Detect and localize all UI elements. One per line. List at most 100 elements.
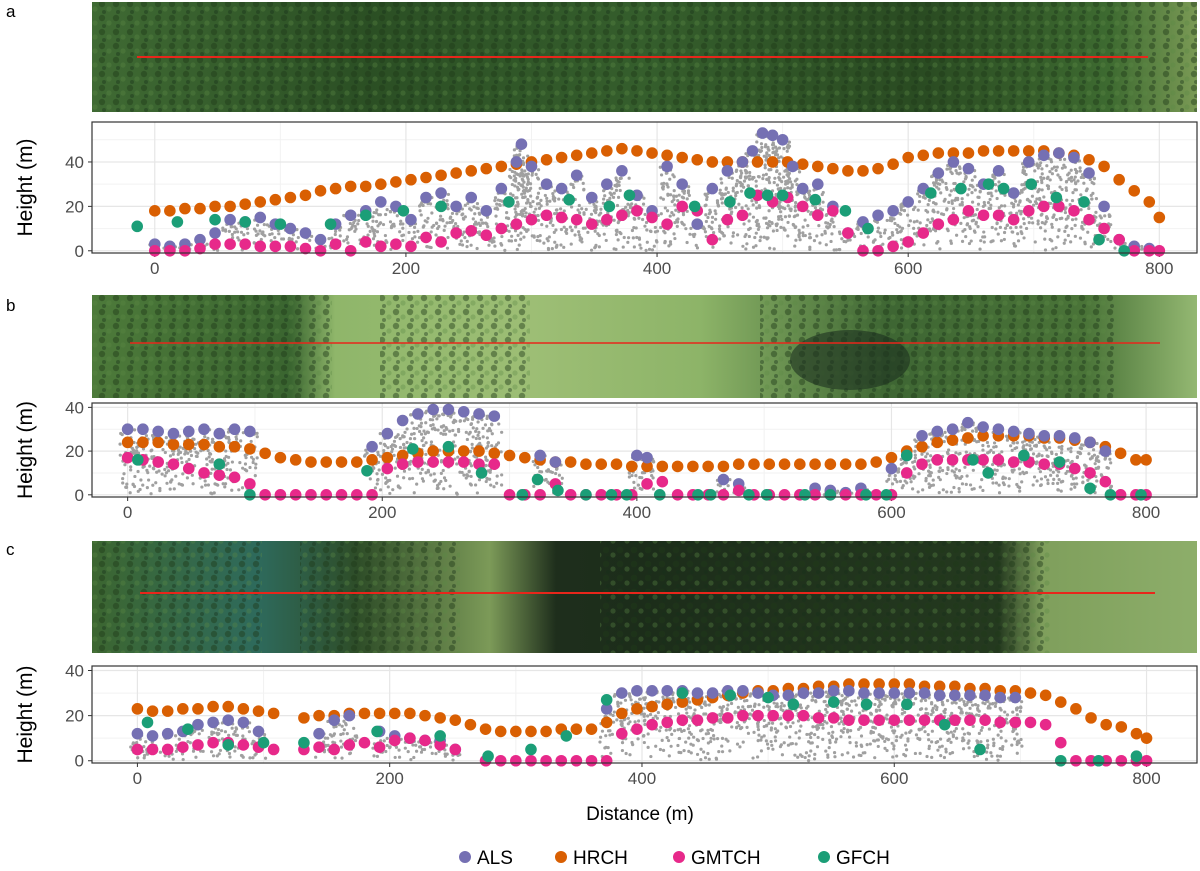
cloud-point: [230, 232, 234, 237]
cloud-point: [704, 213, 708, 217]
point-hrch: [182, 438, 195, 451]
cloud-point: [754, 200, 758, 204]
cloud-point: [538, 186, 542, 190]
cloud-point: [878, 700, 882, 704]
point-hrch: [977, 429, 989, 442]
point-gmtch: [962, 205, 975, 217]
cloud-point: [1040, 454, 1044, 458]
cloud-point: [412, 491, 416, 495]
cloud-point: [512, 148, 517, 152]
point-hrch: [661, 149, 673, 162]
cloud-point: [848, 741, 852, 745]
cloud-point: [543, 193, 547, 198]
cloud-point: [1035, 197, 1039, 201]
point-gmtch: [375, 240, 387, 253]
cloud-point: [734, 205, 738, 210]
cloud-point: [254, 229, 258, 233]
cloud-point: [1059, 451, 1064, 455]
cloud-point: [768, 224, 772, 228]
cloud-point: [818, 241, 822, 245]
cloud-point: [745, 242, 749, 246]
y-axis-label: Height (m): [14, 138, 37, 236]
cloud-point: [540, 223, 544, 227]
point-gmtch: [457, 456, 470, 468]
point-als: [631, 449, 643, 462]
cloud-point: [484, 221, 488, 225]
cloud-point: [938, 478, 942, 482]
cloud-point: [659, 225, 663, 230]
cloud-point: [495, 206, 499, 210]
cloud-point: [396, 433, 400, 437]
cloud-point: [460, 470, 464, 475]
cloud-point: [767, 209, 771, 213]
cloud-point: [687, 193, 691, 198]
cloud-point: [149, 492, 153, 496]
cloud-point: [1059, 480, 1063, 484]
cloud-point: [188, 449, 193, 453]
point-als: [381, 427, 394, 440]
cloud-point: [207, 455, 211, 459]
cloud-point: [898, 479, 903, 483]
point-hrch: [320, 456, 333, 468]
point-gfch: [1104, 489, 1117, 501]
cloud-point: [927, 482, 931, 486]
cloud-point: [1140, 247, 1144, 251]
cloud-point: [1086, 478, 1090, 482]
cloud-point: [1057, 228, 1061, 232]
cloud-point: [389, 444, 393, 449]
point-als: [450, 200, 462, 213]
cloud-point: [758, 205, 762, 210]
cloud-point: [891, 755, 895, 759]
point-gfch: [997, 182, 1010, 195]
cloud-point: [371, 219, 375, 223]
cloud-point: [764, 739, 768, 743]
cloud-point: [794, 238, 798, 242]
cloud-point: [192, 730, 196, 734]
cloud-point: [462, 473, 466, 477]
cloud-point: [889, 219, 894, 223]
cloud-point: [786, 204, 790, 208]
cloud-point: [451, 440, 456, 444]
point-als: [756, 127, 769, 139]
cloud-point: [249, 455, 254, 459]
cloud-point: [235, 230, 240, 234]
cloud-point: [945, 167, 949, 171]
cloud-point: [834, 740, 838, 744]
cloud-point: [795, 183, 799, 187]
cloud-point: [452, 224, 456, 229]
cloud-point: [868, 742, 872, 746]
cloud-point: [653, 230, 658, 234]
cloud-point: [1051, 481, 1055, 486]
cloud-point: [663, 206, 667, 210]
cloud-point: [1022, 171, 1027, 176]
cloud-point: [569, 182, 573, 186]
panel-label-a: a: [6, 2, 16, 21]
cloud-point: [731, 231, 736, 235]
cloud-point: [445, 221, 449, 225]
cloud-point: [661, 748, 666, 752]
point-als: [585, 191, 598, 204]
cloud-point: [1002, 237, 1006, 242]
cloud-point: [1003, 226, 1008, 230]
point-hrch: [1007, 145, 1020, 157]
cloud-point: [780, 217, 784, 222]
cloud-point: [191, 749, 196, 753]
cloud-point: [782, 741, 786, 745]
cloud-point: [490, 423, 494, 427]
point-gfch: [623, 189, 636, 202]
cloud-point: [689, 742, 693, 746]
cloud-point: [656, 710, 660, 715]
point-gmtch: [671, 489, 684, 501]
cloud-point: [1081, 475, 1085, 479]
cloud-point: [1070, 227, 1074, 231]
cloud-point: [973, 213, 978, 217]
cloud-point: [1042, 444, 1046, 448]
cloud-point: [931, 208, 935, 212]
cloud-point: [455, 492, 459, 496]
cloud-point: [816, 735, 820, 740]
cloud-point: [432, 426, 436, 430]
cloud-point: [469, 243, 473, 247]
cloud-point: [779, 214, 783, 218]
cloud-point: [901, 484, 905, 488]
cloud-point: [495, 481, 499, 485]
